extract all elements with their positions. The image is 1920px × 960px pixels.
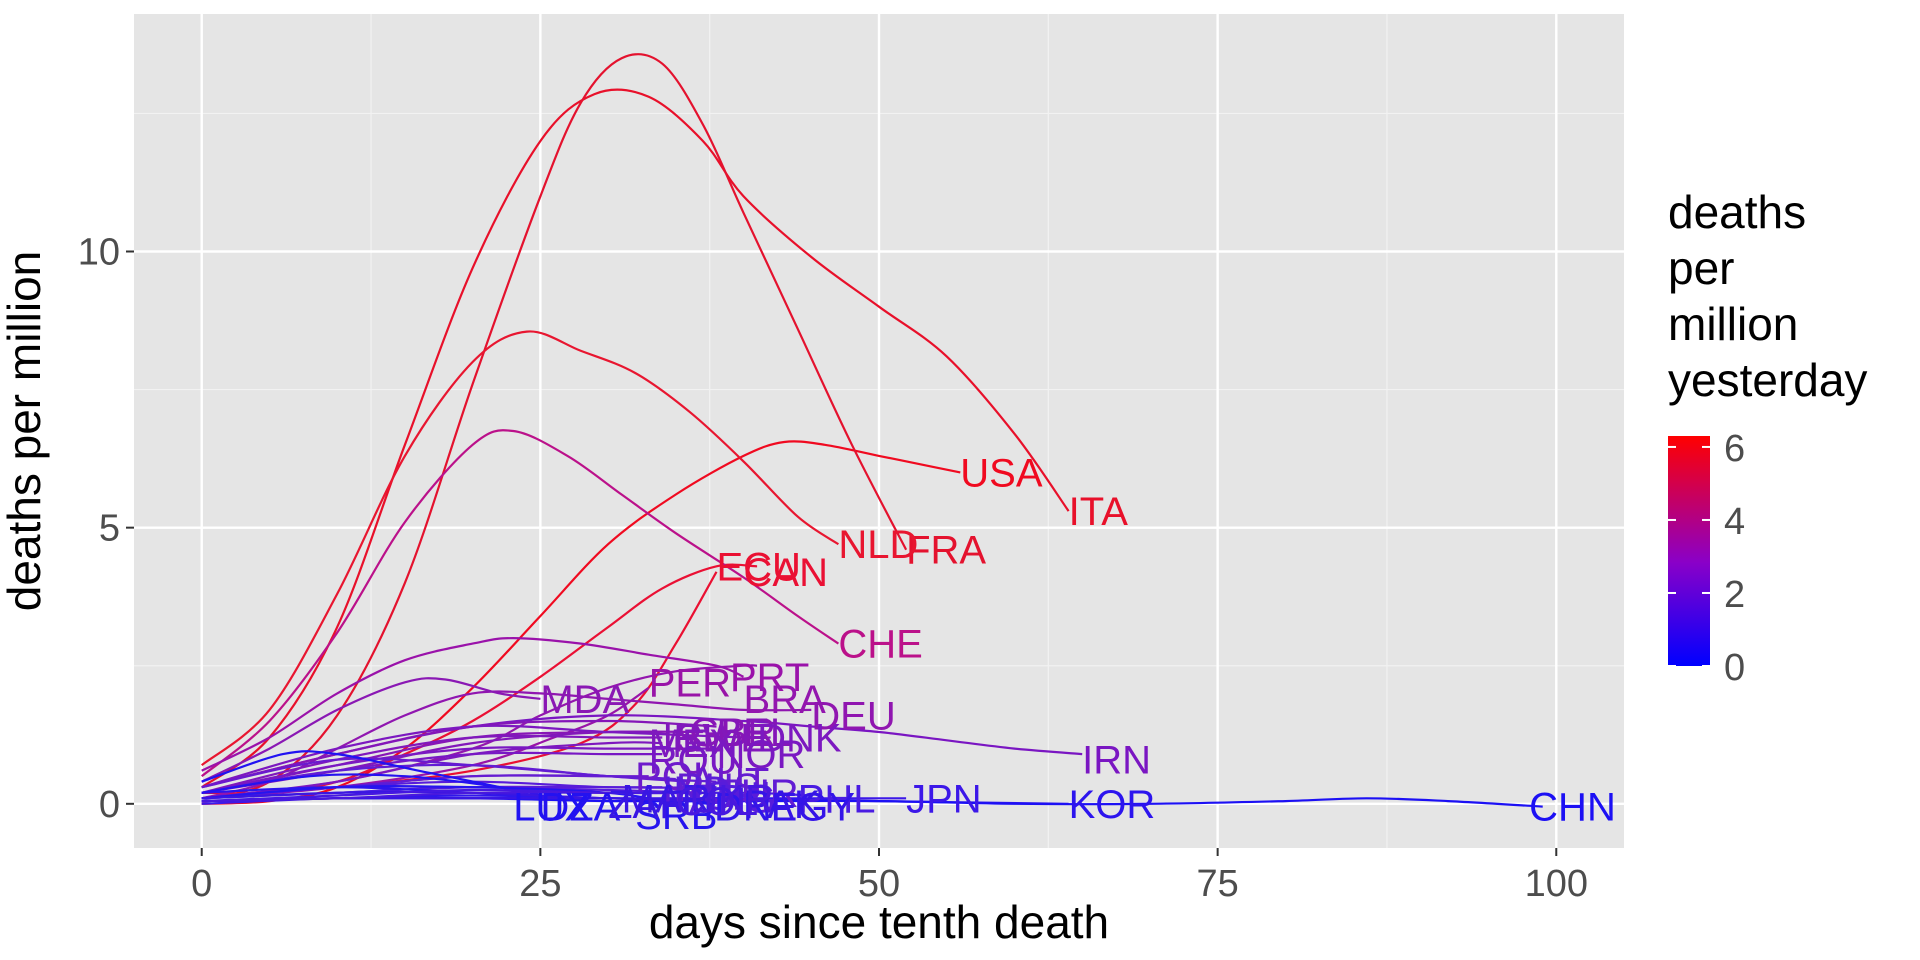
series-label-usa: USA	[960, 451, 1043, 495]
series-label-gbr: GBR	[689, 711, 776, 755]
series-label-chn: CHN	[1529, 786, 1616, 830]
series-line-srb	[201, 785, 676, 805]
series-label-zaf: ZAF	[608, 783, 684, 827]
series-label-idn: IDN	[703, 786, 772, 830]
series-label-nor: NOR	[716, 733, 805, 777]
x-tick-label: 100	[1525, 863, 1588, 905]
legend-title-line-1: deaths	[1668, 186, 1806, 238]
legend-colorbar	[1668, 436, 1710, 666]
series-line-ita	[201, 88, 1070, 789]
series-label-can: CAN	[744, 551, 828, 595]
legend-tick-label: 0	[1724, 647, 1745, 689]
series-label-swe: SWE	[676, 717, 767, 761]
y-axis-ticks: 0 5 10	[78, 231, 134, 826]
series-line-nor	[201, 746, 717, 794]
series-label-fra: FRA	[906, 529, 986, 573]
series-line-irl	[201, 734, 663, 794]
series-label-deu: DEU	[811, 694, 895, 738]
series-label-egy: EGY	[771, 786, 855, 830]
series-label-nld: NLD	[838, 523, 918, 567]
series-label-ukr: UKR	[689, 777, 773, 821]
series-label-dnk: DNK	[757, 717, 842, 761]
series-line-tur	[201, 763, 717, 794]
series-line-dnk	[201, 724, 771, 789]
series-label-chl: CHL	[703, 775, 783, 819]
series-label-ita: ITA	[1069, 490, 1129, 534]
series-label-srb: SRB	[635, 794, 717, 838]
y-axis-title: deaths per million	[0, 251, 50, 612]
x-tick-label: 75	[1196, 863, 1238, 905]
x-axis-title: days since tenth death	[649, 896, 1109, 948]
x-tick-label: 25	[519, 863, 561, 905]
series-lines	[201, 53, 1543, 808]
x-tick-label: 0	[191, 863, 212, 905]
series-label-bel: BEL	[716, 711, 792, 755]
series-line-usa	[201, 440, 961, 805]
series-label-dza: DZA	[540, 786, 620, 830]
series-label-rou: ROU	[649, 739, 738, 783]
series-label-mda: MDA	[540, 678, 629, 722]
series-label-che: CHE	[838, 623, 922, 667]
series-label-per: PER	[649, 661, 731, 705]
legend-tick-label: 6	[1724, 428, 1745, 470]
series-label-pol: POL	[635, 755, 715, 799]
series-line-mda	[201, 677, 541, 783]
series-label-mex: MEX	[649, 722, 736, 766]
series-label-pak: PAK	[744, 783, 821, 827]
series-label-irn: IRN	[1082, 739, 1151, 783]
series-label-ecu: ECU	[716, 545, 800, 589]
series-line-ukr	[201, 791, 690, 803]
y-tick-label: 5	[99, 508, 120, 550]
series-label-col: COL	[676, 780, 758, 824]
x-tick-label: 50	[858, 863, 900, 905]
series-line-fra	[201, 53, 908, 800]
series-label-mar: MAR	[622, 777, 711, 821]
series-line-prt	[201, 636, 744, 772]
series-label-rus: RUS	[676, 766, 760, 810]
series-line-nld	[201, 330, 840, 767]
legend-title-line-2: per	[1668, 242, 1734, 294]
grid-major	[134, 14, 1624, 848]
series-label-phl: PHL	[798, 777, 876, 821]
series-label-tur: TUR	[716, 772, 798, 816]
series-label-arg: ARG	[689, 777, 776, 821]
x-axis-ticks: 0 25 50 75 100	[191, 848, 1588, 905]
y-tick-label: 0	[99, 784, 120, 826]
series-label-aut: AUT	[689, 761, 769, 805]
legend-ticks: 0 2 4 6	[1668, 428, 1745, 689]
series-label-ind: IND	[662, 769, 731, 813]
series-label-jpn: JPN	[906, 777, 982, 821]
series-label-lux: LUX	[513, 786, 591, 830]
legend-tick-label: 4	[1724, 501, 1745, 543]
series-line-che	[201, 429, 840, 778]
legend-title-line-3: million	[1668, 298, 1798, 350]
series-label-prt: PRT	[730, 656, 809, 700]
legend-tick-label: 2	[1724, 574, 1745, 616]
color-legend: deaths per million yesterday 0 2 4 6	[1668, 186, 1867, 689]
series-label-bra: BRA	[744, 678, 827, 722]
y-tick-label: 10	[78, 231, 120, 273]
series-label-irl: IRL	[662, 717, 724, 761]
series-label-kor: KOR	[1069, 783, 1156, 827]
legend-title-line-4: yesterday	[1668, 354, 1867, 406]
